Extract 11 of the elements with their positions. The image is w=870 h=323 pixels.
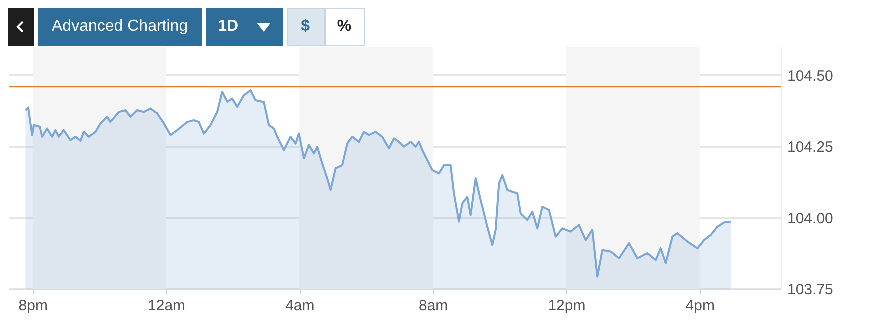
- text: 1D: [218, 18, 239, 36]
- x-tick-label: 4am: [286, 298, 315, 314]
- y-tick-label: 104.50: [788, 68, 834, 85]
- text: Advanced Charting: [52, 18, 188, 36]
- text: %: [337, 18, 352, 36]
- x-tick-label: 8am: [418, 298, 448, 314]
- y-tick-label: 103.75: [788, 282, 834, 298]
- y-tick-label: 104.00: [788, 210, 834, 228]
- y-tick-label: 104.25: [788, 139, 834, 156]
- text: $: [301, 18, 310, 36]
- x-tick-label: 12am: [148, 298, 186, 314]
